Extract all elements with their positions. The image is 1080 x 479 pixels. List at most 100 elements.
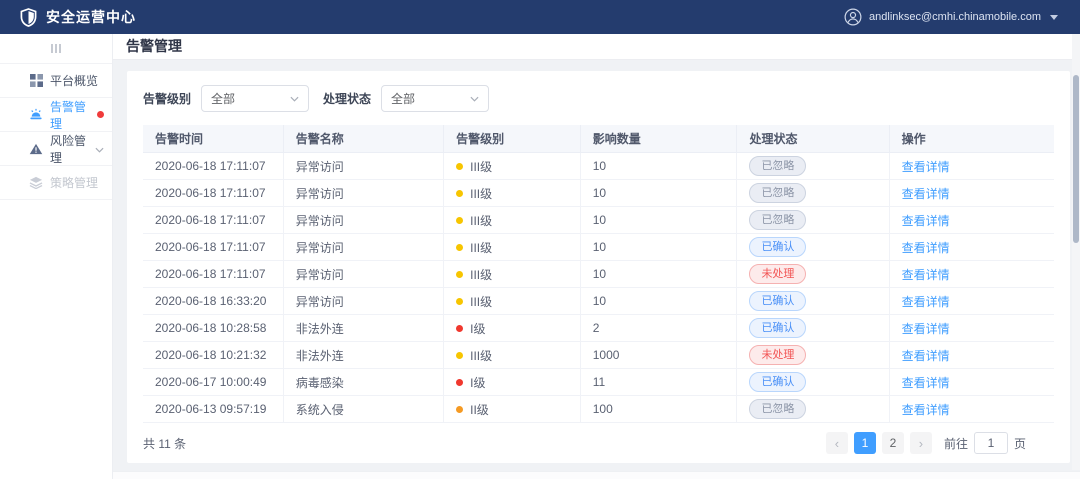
view-details-link[interactable]: 查看详情 <box>901 375 950 390</box>
sidebar-item-label: 告警管理 <box>50 99 87 131</box>
alert-table: 告警时间 告警名称 告警级别 影响数量 处理状态 操作 2020-06-18 17:11:… <box>143 124 1054 424</box>
level-dot <box>456 216 464 224</box>
status-cell: 已确认 <box>736 287 890 316</box>
sidebar-menu: 平台概览 告警管理 风险管理策略管理 <box>0 64 112 200</box>
status-badge: 未处理 <box>749 345 807 366</box>
action-cell: 查看详情 <box>889 341 1054 370</box>
goto-prefix-label: 前往 <box>943 436 968 451</box>
pagination: ‹ 12 › 前往 页 <box>825 432 1026 455</box>
alarm-icon <box>29 108 43 122</box>
sidebar-item-平台概览[interactable]: 平台概览 <box>0 64 112 98</box>
alert-time-cell: 2020-06-13 09:57:19 <box>143 395 284 424</box>
view-details-link[interactable]: 查看详情 <box>901 159 950 174</box>
view-details-link[interactable]: 查看详情 <box>901 213 950 228</box>
status-badge: 已忽略 <box>749 156 807 177</box>
user-email: andlinksec@cmhi.chinamobile.com <box>869 11 1041 23</box>
alert-name-cell: 异常访问 <box>283 179 445 208</box>
sidebar-item-label: 策略管理 <box>50 176 99 190</box>
alert-level-cell: I级 <box>443 368 581 397</box>
column-header: 告警时间 <box>143 124 284 154</box>
view-details-link[interactable]: 查看详情 <box>901 186 950 201</box>
table-row: 2020-06-18 10:28:58 非法外连 I级 2 已确认 查看详情 <box>143 314 1054 343</box>
select-value: 全部 <box>211 91 236 106</box>
next-page-button[interactable]: › <box>909 432 932 455</box>
impact-count-cell: 10 <box>580 152 738 181</box>
alert-name-cell: 非法外连 <box>283 314 445 343</box>
grid-icon <box>29 74 43 88</box>
column-header: 操作 <box>889 124 1054 154</box>
action-cell: 查看详情 <box>889 179 1054 208</box>
level-dot <box>456 351 464 359</box>
impact-count-cell: 11 <box>580 368 738 397</box>
impact-count-cell: 10 <box>580 206 738 235</box>
alert-level-cell: II级 <box>443 395 581 424</box>
status-cell: 已忽略 <box>736 179 890 208</box>
status-cell: 已忽略 <box>736 395 890 424</box>
chevron-down-icon <box>290 91 299 105</box>
action-cell: 查看详情 <box>889 368 1054 397</box>
chevron-left-icon: ‹ <box>834 435 840 451</box>
alert-name-cell: 异常访问 <box>283 152 445 181</box>
page-button-2[interactable]: 2 <box>881 432 904 455</box>
level-label: I级 <box>470 321 486 336</box>
view-details-link[interactable]: 查看详情 <box>901 240 950 255</box>
sidebar-item-告警管理[interactable]: 告警管理 <box>0 98 112 132</box>
content-area: 告警级别 全部 处理状态 全部 告警时间 告警名称 告警级别 影响数量 处理状态 操作 2020… <box>113 59 1080 472</box>
shield-logo-icon <box>20 7 37 27</box>
alert-level-cell: III级 <box>443 341 581 370</box>
alert-level-cell: III级 <box>443 179 581 208</box>
table-row: 2020-06-18 16:33:20 异常访问 III级 10 已确认 查看详情 <box>143 287 1054 316</box>
action-cell: 查看详情 <box>889 314 1054 343</box>
status-badge: 已确认 <box>749 372 807 393</box>
action-cell: 查看详情 <box>889 152 1054 181</box>
goto-suffix-label: 页 <box>1013 436 1026 451</box>
filter-group-告警级别: 告警级别 全部 <box>143 84 310 112</box>
page-button-1[interactable]: 1 <box>853 432 876 455</box>
warning-triangle-icon <box>29 142 43 156</box>
view-details-link[interactable]: 查看详情 <box>901 267 950 282</box>
impact-count-cell: 10 <box>580 260 738 289</box>
table-body: 2020-06-18 17:11:07 异常访问 III级 10 已忽略 查看详情 2020… <box>143 152 1054 424</box>
level-dot <box>456 243 464 251</box>
alert-time-cell: 2020-06-17 10:00:49 <box>143 368 284 397</box>
sidebar-collapse-button[interactable] <box>0 34 112 64</box>
alert-time-cell: 2020-06-18 17:11:07 <box>143 179 284 208</box>
column-header: 影响数量 <box>580 124 738 154</box>
prev-page-button[interactable]: ‹ <box>825 432 848 455</box>
alert-level-cell: III级 <box>443 152 581 181</box>
filter-group-处理状态: 处理状态 全部 <box>323 84 490 112</box>
vertical-scrollbar[interactable] <box>1072 34 1080 470</box>
sidebar-item-风险管理[interactable]: 风险管理 <box>0 132 112 166</box>
filter-bar: 告警级别 全部 处理状态 全部 <box>143 84 1054 112</box>
impact-count-cell: 10 <box>580 233 738 262</box>
alert-red-dot <box>97 111 104 118</box>
filter-select-告警级别[interactable]: 全部 <box>201 84 310 112</box>
action-cell: 查看详情 <box>889 287 1054 316</box>
view-details-link[interactable]: 查看详情 <box>901 294 950 309</box>
action-cell: 查看详情 <box>889 260 1054 289</box>
top-header-bar: 安全运营中心 andlinksec@cmhi.chinamobile.com <box>0 0 1080 34</box>
alert-level-cell: III级 <box>443 287 581 316</box>
sidebar-item-策略管理: 策略管理 <box>0 166 112 200</box>
table-row: 2020-06-18 10:21:32 非法外连 III级 1000 未处理 查看详情 <box>143 341 1054 370</box>
filter-select-处理状态[interactable]: 全部 <box>381 84 490 112</box>
user-avatar-icon <box>844 8 862 26</box>
status-cell: 已确认 <box>736 233 890 262</box>
table-row: 2020-06-18 17:11:07 异常访问 III级 10 已忽略 查看详情 <box>143 206 1054 235</box>
scrollbar-thumb[interactable] <box>1073 75 1079 243</box>
impact-count-cell: 100 <box>580 395 738 424</box>
table-row: 2020-06-13 09:57:19 系统入侵 II级 100 已忽略 查看详情 <box>143 395 1054 424</box>
alert-name-cell: 非法外连 <box>283 341 445 370</box>
view-details-link[interactable]: 查看详情 <box>901 348 950 363</box>
impact-count-cell: 10 <box>580 179 738 208</box>
alert-card: 告警级别 全部 处理状态 全部 告警时间 告警名称 告警级别 影响数量 处理状态 操作 2020… <box>127 70 1070 464</box>
action-cell: 查看详情 <box>889 233 1054 262</box>
alert-time-cell: 2020-06-18 10:28:58 <box>143 314 284 343</box>
user-menu[interactable]: andlinksec@cmhi.chinamobile.com <box>844 8 1058 26</box>
alert-time-cell: 2020-06-18 10:21:32 <box>143 341 284 370</box>
alert-level-cell: III级 <box>443 233 581 262</box>
goto-page-input[interactable] <box>973 432 1008 455</box>
view-details-link[interactable]: 查看详情 <box>901 321 950 336</box>
view-details-link[interactable]: 查看详情 <box>901 402 950 417</box>
level-label: III级 <box>470 267 493 282</box>
